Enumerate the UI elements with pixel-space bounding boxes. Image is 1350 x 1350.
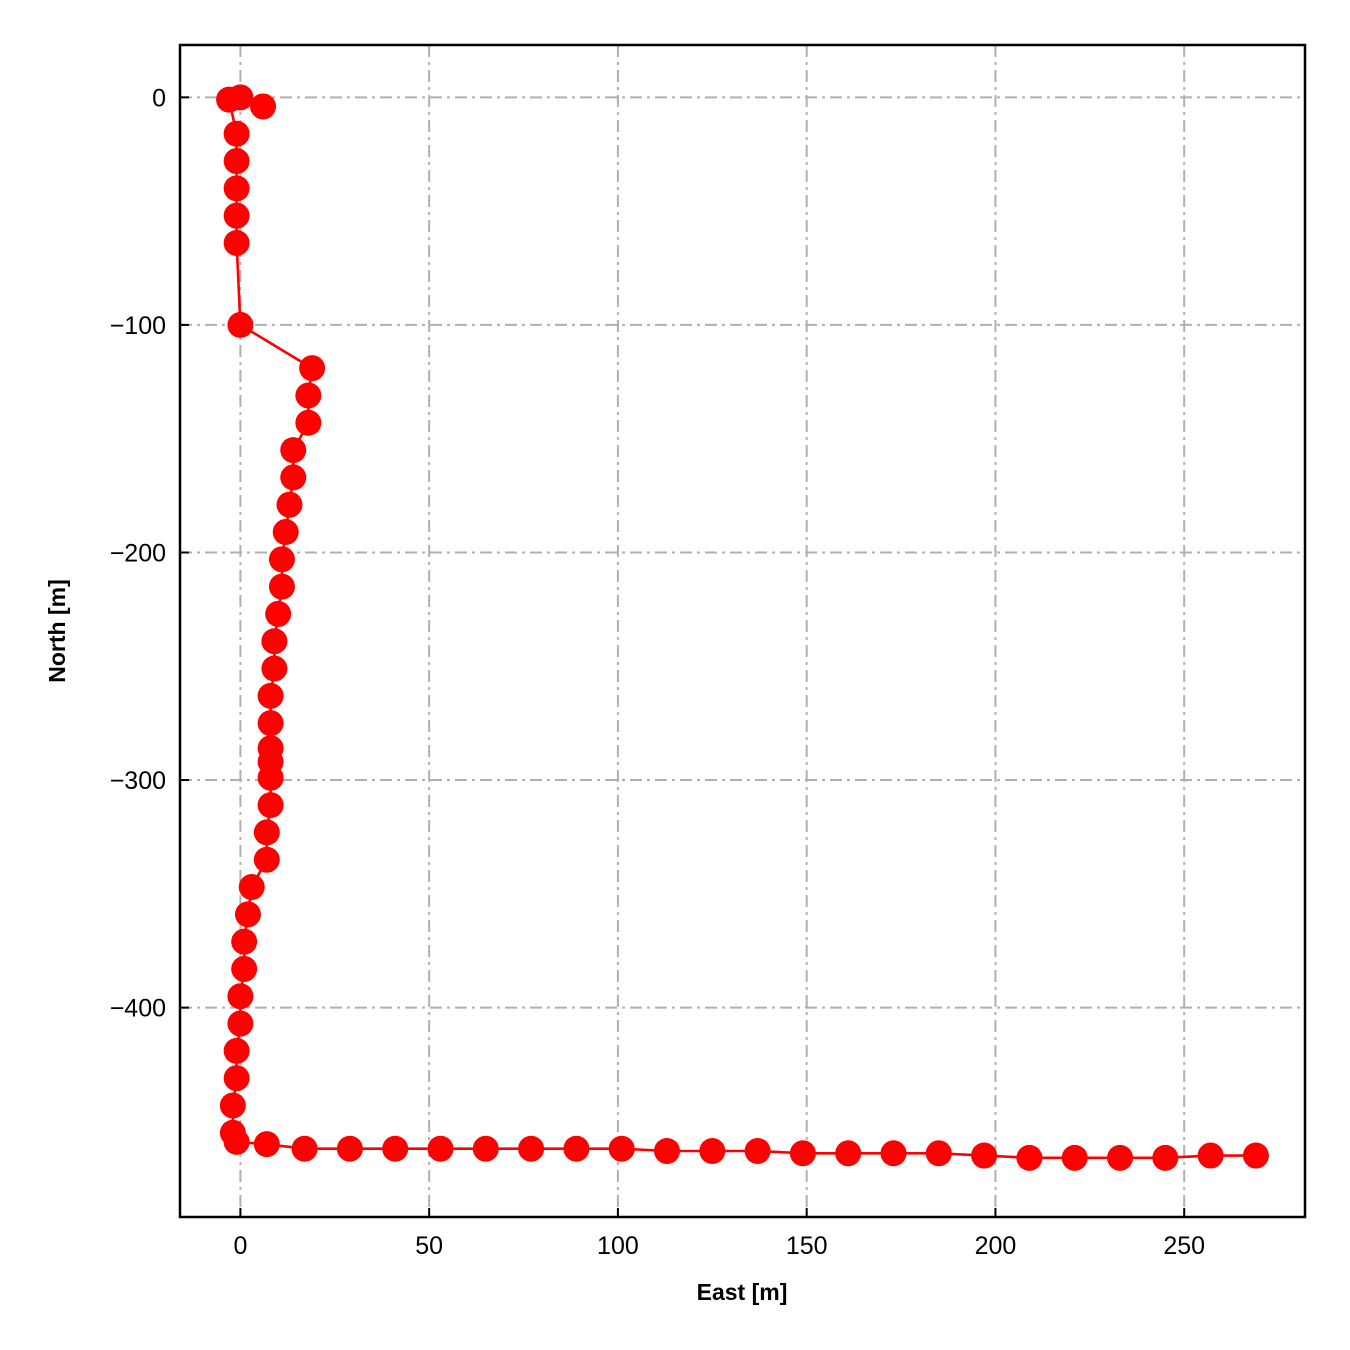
data-point <box>280 464 307 491</box>
ticks: 0 50 100 150 200 250 0 −100 −200 −300 −400 <box>110 84 1205 1260</box>
data-point <box>699 1138 726 1165</box>
data-point <box>268 573 295 600</box>
data-point <box>653 1138 680 1165</box>
data-point <box>223 148 250 175</box>
data-point <box>789 1140 816 1167</box>
data-point <box>295 409 322 436</box>
data-point <box>231 955 258 982</box>
data-point <box>257 792 284 819</box>
data-point <box>1197 1142 1224 1169</box>
data-point <box>253 819 280 846</box>
data-point <box>925 1140 952 1167</box>
data-point <box>265 600 292 627</box>
data-point <box>238 874 265 901</box>
data-point <box>563 1135 590 1162</box>
data-point <box>1152 1144 1179 1171</box>
data-point <box>231 928 258 955</box>
data-point <box>280 437 307 464</box>
data-point <box>223 120 250 147</box>
data-point <box>295 382 322 409</box>
data-point <box>261 628 288 655</box>
data-point <box>257 682 284 709</box>
data-point <box>227 983 254 1010</box>
data-point <box>835 1140 862 1167</box>
data-point <box>518 1135 545 1162</box>
data-point <box>219 1092 246 1119</box>
data-point <box>1242 1142 1269 1169</box>
data-point <box>253 846 280 873</box>
data-point <box>257 764 284 791</box>
x-tick-label: 150 <box>786 1232 828 1260</box>
data-point <box>216 86 243 113</box>
data-point <box>234 901 261 928</box>
y-axis-label: North [m] <box>44 579 70 682</box>
data-point <box>880 1140 907 1167</box>
data-point <box>261 655 288 682</box>
data-point <box>608 1135 635 1162</box>
data-point <box>227 1010 254 1037</box>
data-point <box>223 229 250 256</box>
series-line <box>227 96 1256 1160</box>
data-point <box>427 1135 454 1162</box>
data-point <box>1016 1144 1043 1171</box>
y-tick-label: −300 <box>110 767 166 795</box>
y-tick-label: −400 <box>110 995 166 1023</box>
data-point <box>223 1128 250 1155</box>
data-point <box>472 1135 499 1162</box>
x-tick-label: 0 <box>233 1232 247 1260</box>
data-point <box>291 1135 318 1162</box>
data-point <box>382 1135 409 1162</box>
data-point <box>253 1131 280 1158</box>
data-point <box>336 1135 363 1162</box>
data-point <box>744 1138 771 1165</box>
data-point <box>276 491 303 518</box>
y-tick-label: −200 <box>110 539 166 567</box>
y-tick-label: −100 <box>110 312 166 340</box>
x-tick-label: 100 <box>597 1232 639 1260</box>
series-layer <box>216 84 1269 1171</box>
data-point <box>299 355 326 382</box>
x-axis-label: East [m] <box>697 1279 788 1305</box>
data-point <box>268 546 295 573</box>
data-point <box>223 202 250 229</box>
grid <box>180 45 1305 1217</box>
x-tick-label: 200 <box>975 1232 1017 1260</box>
plot-frame <box>178 43 1307 1219</box>
data-point <box>223 175 250 202</box>
data-point <box>971 1142 998 1169</box>
data-point <box>272 519 299 546</box>
data-point <box>1061 1144 1088 1171</box>
x-tick-label: 250 <box>1163 1232 1205 1260</box>
x-tick-label: 50 <box>415 1232 443 1260</box>
y-tick-label: 0 <box>152 84 166 112</box>
data-point <box>257 710 284 737</box>
data-point <box>250 93 277 120</box>
data-point <box>223 1065 250 1092</box>
data-point <box>1107 1144 1134 1171</box>
data-point <box>227 311 254 338</box>
data-point <box>223 1037 250 1064</box>
